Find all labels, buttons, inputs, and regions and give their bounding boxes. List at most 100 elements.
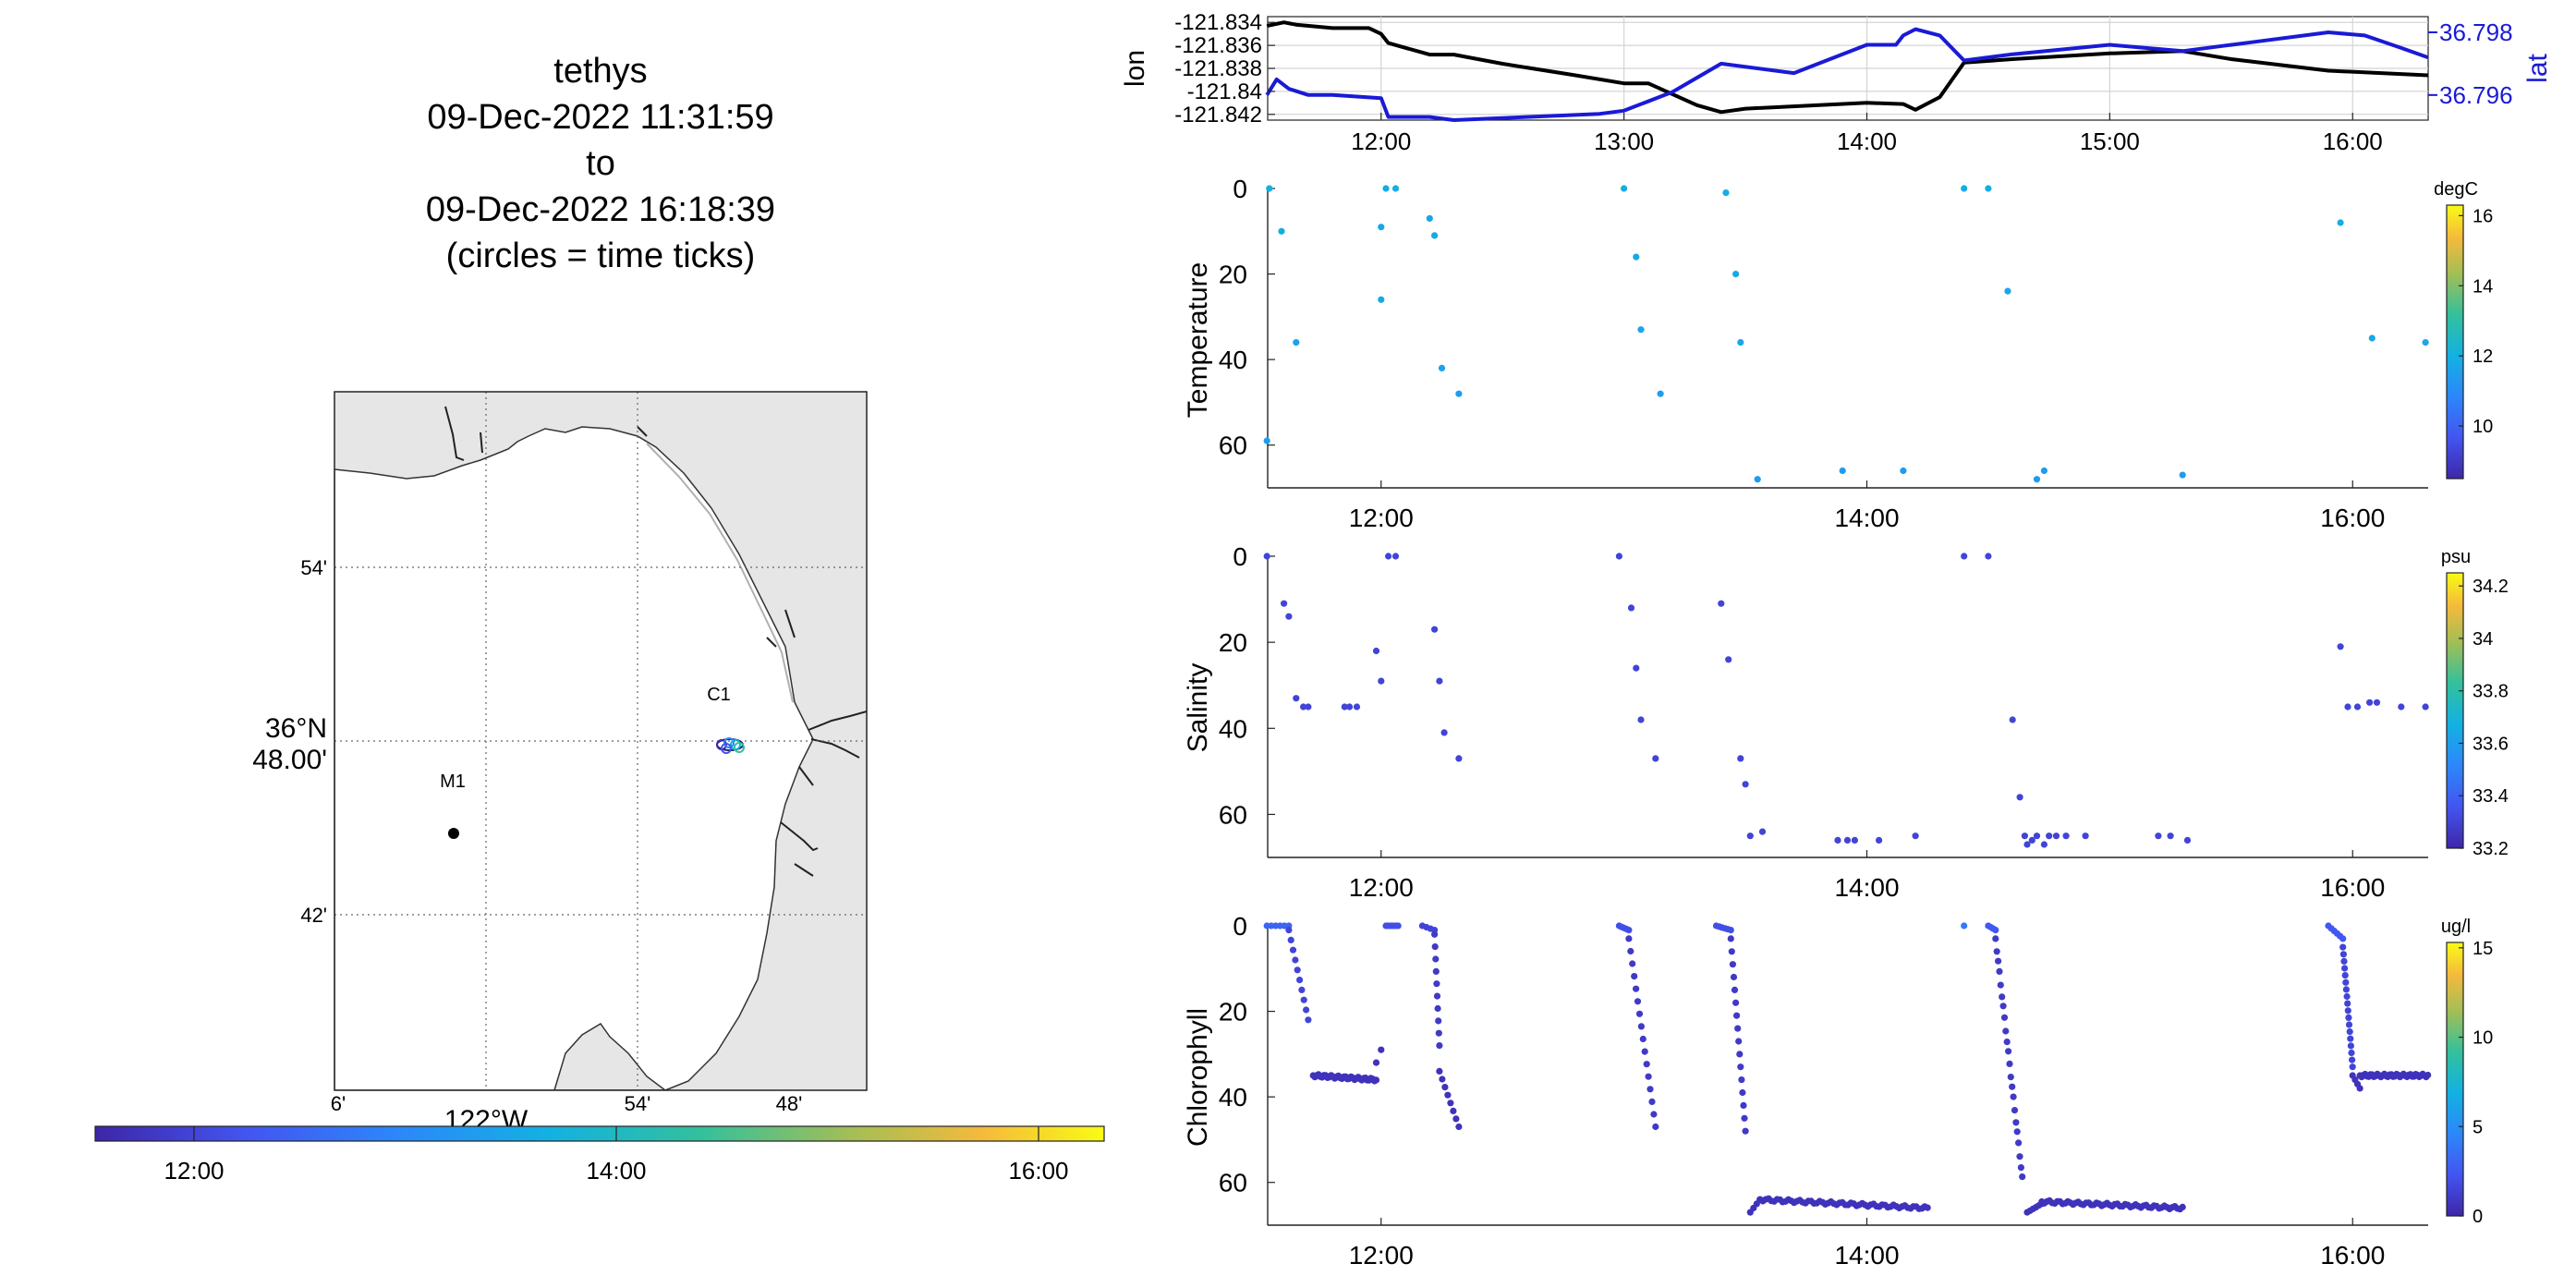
chlorophyll-point <box>1631 973 1638 980</box>
chlorophyll-point <box>1735 1038 1743 1045</box>
chlorophyll-point <box>2012 1119 2020 1126</box>
station-c1-label: C1 <box>707 685 731 705</box>
chlorophyll-point <box>1450 1107 1457 1114</box>
lon-tick-label: -121.842 <box>1174 103 1262 128</box>
temperature-point <box>2033 476 2041 483</box>
chlorophyll-point <box>1441 1084 1449 1091</box>
salinity-colorbar-label: 33.2 <box>2473 839 2509 859</box>
chlorophyll-unit: ug/l <box>2441 917 2471 937</box>
chlorophyll-point <box>2005 1048 2012 1055</box>
chlorophyll-point <box>2342 978 2350 986</box>
salinity-point <box>2028 836 2035 844</box>
chlorophyll-point <box>1728 948 1735 955</box>
chlorophyll-point <box>1739 1088 1746 1097</box>
time-colorbar-tick-12: 12:00 <box>164 1157 224 1185</box>
chlorophyll-point <box>1432 967 1440 975</box>
chlorophyll-ytick-label: 60 <box>1219 1169 1247 1197</box>
chlorophyll-point <box>2339 943 2347 951</box>
time-colorbar-gradient <box>94 1125 1105 1142</box>
chlorophyll-point <box>1648 1098 1656 1105</box>
salinity-point <box>2062 832 2070 840</box>
temperature-xtick-label: 12:00 <box>1349 504 1414 532</box>
chlorophyll-point <box>1287 936 1294 944</box>
chlorophyll-point <box>1455 1123 1463 1131</box>
temperature-point <box>1293 339 1300 346</box>
temperature-point <box>1657 390 1664 397</box>
temperature-point <box>2004 287 2011 295</box>
salinity-point <box>1758 828 1767 835</box>
lon-lat-chart: -121.834-121.836-121.838-121.84-121.842 … <box>1120 10 2553 155</box>
title-line-note: (circles = time ticks) <box>445 237 756 275</box>
map-ylabel-min: 48.00' <box>252 745 327 775</box>
salinity-point <box>1285 613 1293 620</box>
chlorophyll-point <box>2340 957 2348 965</box>
chlorophyll-point <box>2009 1083 2016 1090</box>
salinity-point <box>2337 643 2344 650</box>
station-m1-label: M1 <box>440 772 466 792</box>
temperature-point <box>1455 390 1463 397</box>
chlorophyll-point <box>2007 1074 2014 1081</box>
temperature-ytick-label: 20 <box>1219 261 1247 289</box>
chlorophyll-point <box>1634 998 1642 1005</box>
chlorophyll-point <box>2344 1007 2351 1015</box>
map-grid <box>334 392 867 1090</box>
chlorophyll-point <box>1439 1075 1446 1083</box>
chlorophyll-point <box>1444 1091 1452 1099</box>
salinity-point <box>2353 703 2362 711</box>
chlorophyll-point <box>1637 1023 1645 1030</box>
chlorophyll-point <box>1372 1076 1380 1084</box>
salinity-point <box>1742 781 1749 788</box>
salinity-point <box>2167 832 2174 840</box>
lon-axis-label: lon <box>1120 50 1150 87</box>
chlorophyll-point <box>1452 1115 1460 1123</box>
salinity-point <box>2023 841 2031 848</box>
temperature-chart: Temperature degC 0 20 40 60 12:00 14:00 16:00 1… <box>1183 175 2493 532</box>
time-colorbar: 12:00 14:00 16:00 <box>94 1125 1105 1185</box>
temperature-point <box>1985 185 1992 192</box>
chlorophyll-colorbar-label: 0 <box>2473 1207 2483 1227</box>
temperature-point <box>1266 185 1273 192</box>
chlorophyll-point <box>1741 1114 1748 1122</box>
temperature-colorbar-label: 16 <box>2473 206 2493 226</box>
lon-lat-grid <box>1268 17 2428 120</box>
salinity-point <box>1843 836 1852 844</box>
temperature-point <box>2337 219 2344 226</box>
chlorophyll-point <box>1645 1073 1652 1080</box>
chlorophyll-colorbar <box>2446 942 2464 1217</box>
salinity-point <box>1627 604 1635 612</box>
temperature-point <box>1391 185 1400 192</box>
salinity-point <box>1300 703 1307 711</box>
chlorophyll-point <box>2006 1060 2013 1067</box>
chlorophyll-colorbar-label: 5 <box>2473 1117 2483 1137</box>
chlorophyll-point <box>1294 966 1301 974</box>
salinity-xtick-label: 14:00 <box>1834 873 1899 902</box>
lon-lat-xticks: 12:00 13:00 14:00 15:00 16:00 <box>1351 113 2383 155</box>
chlorophyll-point <box>1433 980 1440 988</box>
chlorophyll-point <box>1742 1127 1749 1135</box>
chlorophyll-point <box>2011 1107 2019 1114</box>
salinity-point <box>1440 729 1448 736</box>
chlorophyll-point <box>1652 1123 1659 1131</box>
salinity-ytick-label: 0 <box>1233 542 1247 571</box>
chlorophyll-point <box>2347 1042 2354 1050</box>
chlorophyll-point <box>1300 996 1307 1003</box>
temperature-point <box>1278 227 1285 235</box>
chlorophyll-point <box>1734 1025 1742 1032</box>
chlorophyll-point <box>1999 993 2006 1001</box>
chlorophyll-point <box>2016 1153 2023 1160</box>
lon-tick-label: -121.836 <box>1174 33 1262 58</box>
title-line-start: 09-Dec-2022 11:31:59 <box>427 98 774 137</box>
harbor <box>780 821 819 877</box>
temperature-unit: degC <box>2434 179 2478 200</box>
chlorophyll-point <box>1292 956 1299 964</box>
chlorophyll-ytick-label: 40 <box>1219 1083 1247 1112</box>
chlorophyll-point <box>1996 967 2003 975</box>
temperature-ylabel: Temperature <box>1183 262 1213 418</box>
map-ytick-54: 54' <box>300 556 327 579</box>
salinity-point <box>1633 664 1640 672</box>
salinity-colorbar-label: 33.4 <box>2473 786 2509 807</box>
salinity-point <box>1718 600 1725 607</box>
chlorophyll-colorbar-label: 10 <box>2473 1028 2493 1049</box>
chlorophyll-point <box>2346 1028 2353 1036</box>
chlorophyll-xtick-label: 16:00 <box>2320 1241 2385 1270</box>
